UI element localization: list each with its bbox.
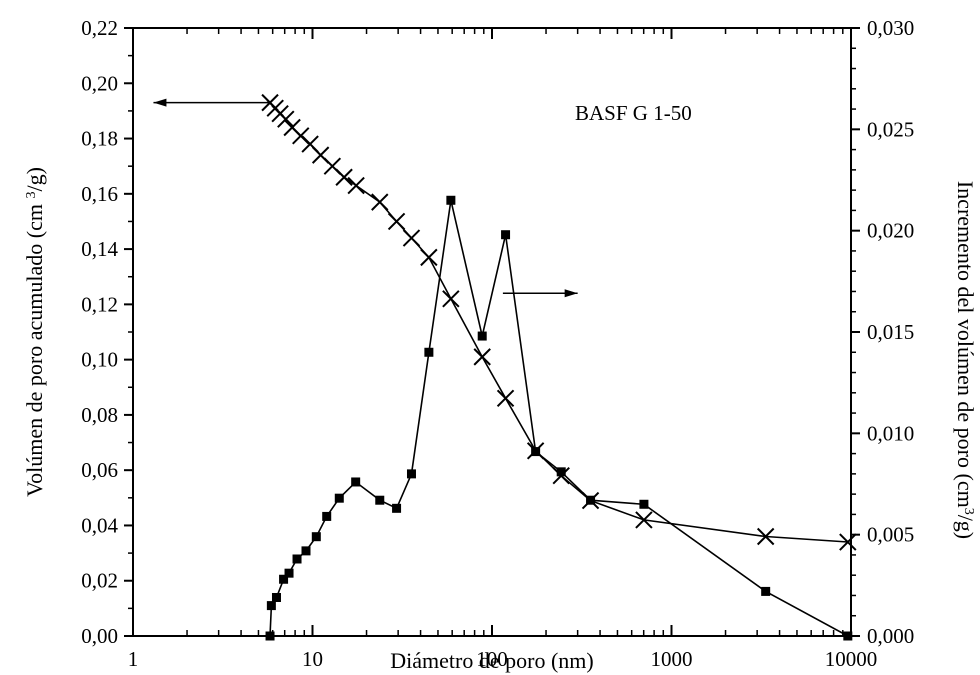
incremental-volume-marker xyxy=(557,467,566,476)
y-right-tick-label: 0,025 xyxy=(867,117,914,141)
x-tick-label: 1 xyxy=(128,647,139,671)
incremental-volume-marker xyxy=(335,494,344,503)
y-right-title-sup: 3 xyxy=(962,508,977,515)
cumulative-volume-marker xyxy=(278,111,294,127)
y-left-tick-label: 0,22 xyxy=(81,16,118,40)
incremental-volume-marker xyxy=(351,477,360,486)
incremental-volume-marker xyxy=(392,504,401,513)
y-left-tick-label: 0,16 xyxy=(81,182,118,206)
cumulative-volume-marker xyxy=(389,213,405,229)
y-left-tick-label: 0,12 xyxy=(81,292,118,316)
y-left-tick-label: 0,00 xyxy=(81,624,118,648)
y-left-tick-label: 0,14 xyxy=(81,237,118,261)
plot-border xyxy=(133,28,851,636)
incremental-volume-marker xyxy=(586,496,595,505)
incremental-volume-marker xyxy=(407,469,416,478)
incremental-volume-marker xyxy=(375,496,384,505)
axis-arrow-head xyxy=(565,289,578,297)
y-right-tick-label: 0,005 xyxy=(867,523,914,547)
y-left-tick-label: 0,18 xyxy=(81,127,118,151)
cumulative-volume-marker xyxy=(336,169,352,185)
y-left-tick-label: 0,06 xyxy=(81,458,118,482)
y-left-title-sup: 3 xyxy=(24,192,39,199)
y-right-title-end: /g) xyxy=(953,515,978,539)
y-right-axis-ticks: 0,000 0,005 0,010 0,015 0,020 0,025 0,030 xyxy=(851,16,914,648)
incremental-volume-marker xyxy=(639,500,648,509)
x-tick-label: 10000 xyxy=(825,647,878,671)
incremental-volume-marker xyxy=(272,593,281,602)
incremental-volume-marker xyxy=(285,569,294,578)
incremental-volume-marker xyxy=(322,512,331,521)
y-right-tick-label: 0,020 xyxy=(867,219,914,243)
y-right-axis-title: Incremento del volúmen de poro (cm3/g) xyxy=(953,181,978,539)
incremental-volume-marker xyxy=(843,632,852,641)
x-axis-title: Diámetro de poro (nm) xyxy=(390,648,593,673)
cumulative-volume-marker xyxy=(443,291,459,307)
y-left-tick-label: 0,02 xyxy=(81,569,118,593)
series-lines xyxy=(270,103,848,636)
incremental-volume-marker xyxy=(266,632,275,641)
y-left-title-main: Volúmen de poro acumulado (cm xyxy=(22,199,47,497)
y-left-tick-label: 0,04 xyxy=(81,513,118,537)
incremental-volume-marker xyxy=(424,348,433,357)
y-right-tick-label: 0,015 xyxy=(867,320,914,344)
y-left-axis-title: Volúmen de poro acumulado (cm 3/g) xyxy=(22,167,47,497)
incremental-volume-marker xyxy=(312,532,321,541)
incremental-volume-marker xyxy=(446,196,455,205)
y-left-tick-label: 0,10 xyxy=(81,348,118,372)
sample-annotation: BASF G 1-50 xyxy=(575,101,692,125)
y-right-tick-label: 0,000 xyxy=(867,624,914,648)
y-right-title-main: Incremento del volúmen de poro (cm xyxy=(953,181,978,508)
incremental-volume-marker xyxy=(531,447,540,456)
incremental-volume-line xyxy=(270,200,848,636)
x-tick-label: 1000 xyxy=(651,647,693,671)
incremental-volume-marker xyxy=(267,601,276,610)
y-right-tick-label: 0,030 xyxy=(867,16,914,40)
cumulative-volume-marker xyxy=(498,390,514,406)
y-left-tick-label: 0,20 xyxy=(81,71,118,95)
incremental-volume-marker xyxy=(761,587,770,596)
incremental-volume-marker xyxy=(478,332,487,341)
x-axis-ticks: 1 10 100 1000 10000 xyxy=(128,28,878,671)
cumulative-volume-marker xyxy=(474,349,490,365)
cumulative-volume-marker xyxy=(403,230,419,246)
y-left-tick-label: 0,08 xyxy=(81,403,118,427)
y-left-title-end: /g) xyxy=(22,167,47,191)
incremental-volume-marker xyxy=(293,554,302,563)
plot-frame xyxy=(133,28,851,636)
series-markers xyxy=(262,95,856,641)
series-arrows xyxy=(153,99,577,298)
incremental-volume-marker xyxy=(301,546,310,555)
y-left-axis-ticks: 0,00 0,02 0,04 0,06 0,08 0,10 0,12 0,14 0,16 0,18… xyxy=(81,16,133,648)
cumulative-volume-marker xyxy=(372,194,388,210)
cumulative-volume-marker xyxy=(348,178,364,194)
x-tick-label: 10 xyxy=(302,647,323,671)
y-right-tick-label: 0,010 xyxy=(867,421,914,445)
cumulative-volume-marker xyxy=(421,249,437,265)
axis-arrow-head xyxy=(153,99,166,107)
incremental-volume-marker xyxy=(501,230,510,239)
